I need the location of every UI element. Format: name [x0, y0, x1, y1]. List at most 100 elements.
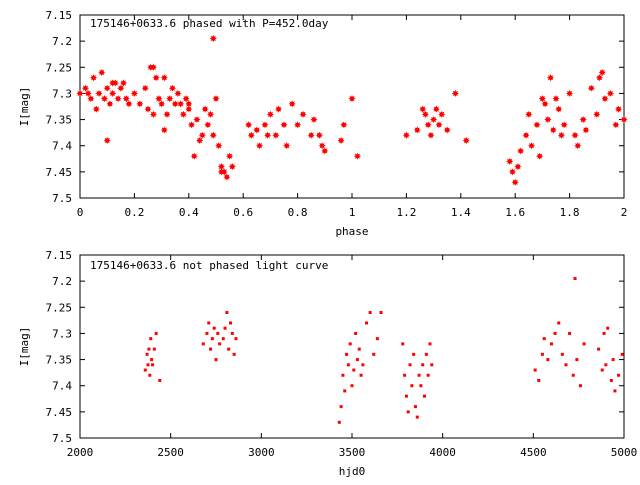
data-point	[541, 100, 549, 108]
data-point	[602, 331, 606, 335]
data-point	[294, 121, 302, 129]
data-point	[353, 152, 362, 160]
x-tick-label: 1.8	[560, 206, 580, 219]
data-point	[280, 121, 288, 129]
data-point	[430, 115, 438, 124]
data-point	[152, 74, 160, 82]
data-point	[272, 131, 280, 139]
data-point	[125, 100, 133, 108]
x-tick-label: 4000	[429, 446, 456, 459]
x-tick-label: 5000	[611, 446, 638, 459]
data-point	[299, 110, 307, 118]
data-point	[368, 311, 372, 315]
data-point	[606, 326, 610, 330]
data-point	[87, 95, 95, 103]
data-point	[117, 84, 125, 92]
data-point	[163, 110, 171, 118]
data-point	[149, 337, 153, 341]
data-point	[620, 352, 624, 356]
data-point	[201, 105, 209, 113]
data-point	[155, 95, 163, 103]
y-tick-label: 7.3	[52, 87, 72, 100]
data-point	[340, 121, 348, 129]
data-point	[114, 95, 122, 103]
data-point	[606, 89, 614, 98]
data-point	[438, 110, 446, 118]
data-point	[343, 389, 347, 393]
data-point	[98, 68, 106, 77]
data-point	[557, 321, 561, 325]
x-tick-label: 3000	[248, 446, 275, 459]
y-tick-label: 7.5	[52, 432, 72, 445]
data-point	[234, 337, 238, 341]
data-point	[216, 331, 220, 335]
data-point	[598, 68, 606, 77]
y-tick-label: 7.2	[52, 35, 72, 48]
y-tick-label: 7.4	[52, 140, 72, 153]
data-point	[611, 358, 615, 362]
y-tick-label: 7.4	[52, 380, 72, 393]
data-point	[406, 410, 410, 414]
data-point	[225, 311, 229, 315]
data-point	[365, 321, 369, 325]
data-point	[339, 405, 343, 409]
chart-panel-1: 0 0.2 0.4 0.6 0.8 1 1.2 1.4 1.6 1.8 2 7.15 7.2 7.25 7.…	[18, 9, 628, 238]
y-tick-label: 7.15	[46, 9, 73, 22]
data-point	[579, 115, 587, 124]
data-point	[522, 131, 530, 139]
data-point	[575, 358, 579, 362]
y-tick-label: 7.35	[46, 114, 73, 127]
data-point	[417, 373, 421, 377]
data-point	[546, 74, 555, 82]
x-tick-label: 0.4	[179, 206, 199, 219]
data-point	[283, 142, 291, 150]
data-point	[578, 384, 582, 388]
data-point	[217, 168, 226, 176]
data-point	[227, 347, 231, 351]
data-point	[574, 142, 582, 150]
data-point	[408, 363, 412, 367]
data-point	[206, 110, 215, 118]
data-point	[597, 347, 601, 351]
data-point	[201, 342, 205, 346]
data-point	[372, 352, 376, 356]
data-point	[337, 420, 341, 424]
data-point	[230, 331, 234, 335]
data-point	[81, 84, 90, 92]
data-point	[568, 331, 572, 335]
data-point	[337, 136, 345, 145]
data-point	[185, 100, 193, 108]
data-point	[119, 79, 128, 87]
data-point	[557, 131, 566, 139]
y-tick-label: 7.25	[46, 61, 73, 74]
data-point	[145, 352, 149, 356]
data-point	[147, 347, 151, 351]
data-point	[462, 136, 470, 145]
data-point	[508, 168, 517, 176]
data-point	[143, 368, 147, 372]
data-point	[209, 131, 217, 139]
data-point	[348, 342, 352, 346]
data-point	[174, 89, 182, 98]
data-point	[593, 110, 601, 118]
data-point	[150, 358, 154, 362]
data-point	[152, 347, 156, 351]
x-tick-label: 1.2	[396, 206, 416, 219]
data-point	[443, 126, 451, 134]
data-point	[221, 337, 225, 341]
chart-title: 175146+0633.6 phased with P=452.0day	[90, 17, 329, 30]
data-point	[151, 363, 155, 367]
data-point	[428, 342, 432, 346]
data-point	[136, 100, 144, 108]
data-point	[187, 121, 196, 129]
data-point	[355, 358, 359, 362]
data-point	[103, 136, 111, 145]
y-tick-label: 7.25	[46, 301, 73, 314]
x-tick-label: 0.6	[233, 206, 253, 219]
data-point	[204, 121, 212, 129]
data-point	[261, 121, 269, 129]
data-point	[245, 121, 253, 129]
x-axis-label: hjd0	[339, 465, 366, 478]
data-point	[122, 95, 130, 103]
